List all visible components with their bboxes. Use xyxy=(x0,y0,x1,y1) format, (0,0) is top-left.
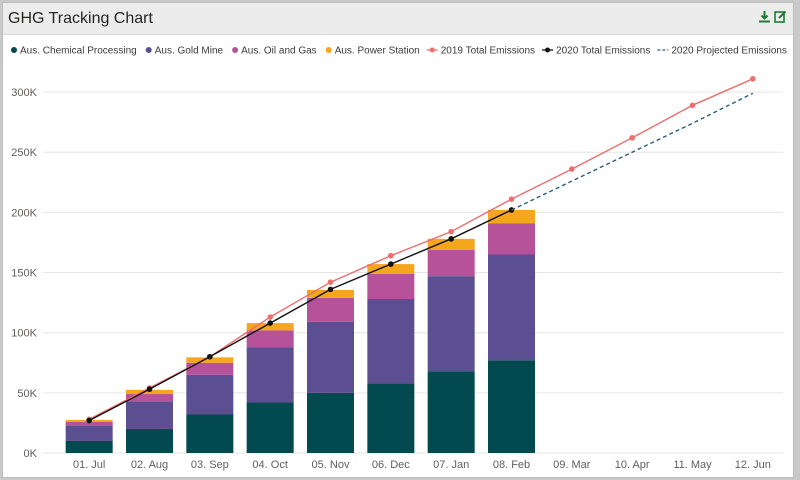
series-2020-total-emissions xyxy=(86,207,515,424)
bar-aus-power-station[interactable] xyxy=(427,238,475,250)
legend-item-aus-power-station[interactable]: Aus. Power Station xyxy=(325,46,420,57)
bar-aus-chemical-processing[interactable] xyxy=(488,360,535,453)
x-tick-label: 07. Jan xyxy=(433,459,469,471)
legend-label: 2020 Projected Emissions xyxy=(671,46,787,57)
bar-aus-chemical-processing[interactable] xyxy=(367,383,415,453)
y-tick-label: 300K xyxy=(11,87,37,99)
bar-aus-chemical-processing[interactable] xyxy=(307,392,354,453)
y-tick-label: 250K xyxy=(11,147,37,159)
legend-label: 2020 Total Emissions xyxy=(556,46,650,57)
bar-aus-gold-mine[interactable] xyxy=(488,254,535,361)
y-tick-label: 50K xyxy=(17,388,37,400)
legend-label: Aus. Power Station xyxy=(335,46,420,57)
download-icon[interactable] xyxy=(758,10,771,23)
line-2020-total-emissions[interactable] xyxy=(88,209,512,422)
x-tick-label: 09. Mar xyxy=(553,459,591,471)
bar-aus-oil-and-gas[interactable] xyxy=(246,330,294,348)
legend-item-aus-chemical-processing[interactable]: Aus. Chemical Processing xyxy=(11,46,137,57)
point-2020-total-emissions[interactable] xyxy=(267,320,273,326)
legend-marker xyxy=(325,47,332,53)
bar-aus-chemical-processing[interactable] xyxy=(427,371,475,453)
point-2019-total-emissions[interactable] xyxy=(508,196,515,202)
bar-aus-chemical-processing[interactable] xyxy=(65,440,113,453)
legend-item-2020-total-emissions[interactable]: 2020 Total Emissions xyxy=(542,46,650,57)
bar-aus-oil-and-gas[interactable] xyxy=(427,249,475,277)
legend-marker xyxy=(145,47,152,53)
y-tick-label: 0K xyxy=(24,448,38,460)
bars xyxy=(65,209,535,454)
legend-label: Aus. Chemical Processing xyxy=(20,46,137,57)
legend-label: 2019 Total Emissions xyxy=(441,46,535,57)
y-tick-label: 200K xyxy=(11,207,37,219)
y-tick-label: 150K xyxy=(11,268,37,280)
bar-aus-oil-and-gas[interactable] xyxy=(126,394,173,402)
x-tick-label: 11. May xyxy=(673,459,712,471)
point-2019-total-emissions[interactable] xyxy=(569,166,575,172)
point-2019-total-emissions[interactable] xyxy=(267,314,273,320)
x-tick-label: 10. Apr xyxy=(615,459,650,471)
legend: Aus. Chemical Processing Aus. Gold Mine Au… xyxy=(11,46,787,57)
point-2020-total-emissions[interactable] xyxy=(388,261,394,267)
bar-aus-gold-mine[interactable] xyxy=(367,299,415,384)
bar-aus-chemical-processing[interactable] xyxy=(186,414,234,454)
bar-aus-gold-mine[interactable] xyxy=(307,321,354,393)
edit-icon[interactable] xyxy=(774,10,787,23)
bar-aus-oil-and-gas[interactable] xyxy=(367,273,415,299)
legend-label: Aus. Gold Mine xyxy=(155,46,224,57)
bar-aus-oil-and-gas[interactable] xyxy=(307,297,354,322)
bar-aus-power-station[interactable] xyxy=(246,323,294,331)
legend-marker xyxy=(232,47,239,53)
bar-aus-power-station[interactable] xyxy=(307,289,354,298)
x-tick-label: 03. Sep xyxy=(191,459,229,471)
line-2020-projected-emissions[interactable] xyxy=(511,92,754,211)
legend-marker xyxy=(11,47,17,53)
bar-aus-oil-and-gas[interactable] xyxy=(186,362,234,375)
chart-svg: Aus. Chemical Processing Aus. Gold Mine Au… xyxy=(11,46,787,471)
point-2020-total-emissions[interactable] xyxy=(448,236,454,242)
legend-item-2020-projected-emissions[interactable]: 2020 Projected Emissions xyxy=(657,46,787,57)
legend-item-2019-total-emissions[interactable]: 2019 Total Emissions xyxy=(426,46,535,57)
legend-item-aus-gold-mine[interactable]: Aus. Gold Mine xyxy=(145,46,224,57)
legend-marker xyxy=(429,47,435,53)
legend-item-aus-oil-and-gas[interactable]: Aus. Oil and Gas xyxy=(232,46,317,57)
x-tick-label: 06. Dec xyxy=(372,459,410,471)
x-axis: 01. Jul 02. Aug 03. Sep 04. Oct 05. Nov 06. D… xyxy=(73,459,771,471)
legend-marker xyxy=(545,47,551,53)
x-tick-label: 02. Aug xyxy=(131,459,168,471)
point-2019-total-emissions[interactable] xyxy=(689,102,696,109)
x-tick-label: 04. Oct xyxy=(252,459,287,471)
x-tick-label: 05. Nov xyxy=(312,459,350,471)
bar-aus-gold-mine[interactable] xyxy=(427,276,475,372)
bar-aus-chemical-processing[interactable] xyxy=(246,402,294,453)
point-2020-total-emissions[interactable] xyxy=(207,353,213,360)
bar-aus-gold-mine[interactable] xyxy=(186,374,234,415)
bar-aus-power-station[interactable] xyxy=(186,357,234,363)
bar-aus-power-station[interactable] xyxy=(488,209,535,224)
x-tick-label: 01. Jul xyxy=(73,459,105,471)
bar-aus-gold-mine[interactable] xyxy=(246,347,294,403)
series-2020-projected-emissions xyxy=(511,92,754,211)
x-tick-label: 08. Feb xyxy=(493,459,530,471)
point-2020-total-emissions[interactable] xyxy=(327,286,334,293)
point-2019-total-emissions[interactable] xyxy=(388,252,394,259)
visual-toolbar xyxy=(758,10,787,23)
legend-label: Aus. Oil and Gas xyxy=(241,46,317,57)
x-tick-label: 12. Jun xyxy=(735,459,771,471)
bar-aus-oil-and-gas[interactable] xyxy=(488,223,535,255)
point-2019-total-emissions[interactable] xyxy=(629,134,635,141)
point-2019-total-emissions[interactable] xyxy=(448,228,454,235)
point-2020-total-emissions[interactable] xyxy=(146,386,153,393)
bar-aus-power-station[interactable] xyxy=(367,264,415,274)
bar-aus-gold-mine[interactable] xyxy=(65,425,113,441)
bar-aus-chemical-processing[interactable] xyxy=(126,428,173,453)
point-2019-total-emissions[interactable] xyxy=(327,279,334,285)
point-2020-total-emissions[interactable] xyxy=(86,417,92,424)
bar-aus-oil-and-gas[interactable] xyxy=(65,421,113,426)
y-tick-label: 100K xyxy=(11,328,37,340)
chart-title: GHG Tracking Chart xyxy=(8,10,153,27)
title-bar: GHG Tracking Chart xyxy=(3,3,793,35)
point-2019-total-emissions[interactable] xyxy=(750,76,756,82)
bar-aus-gold-mine[interactable] xyxy=(126,401,173,429)
